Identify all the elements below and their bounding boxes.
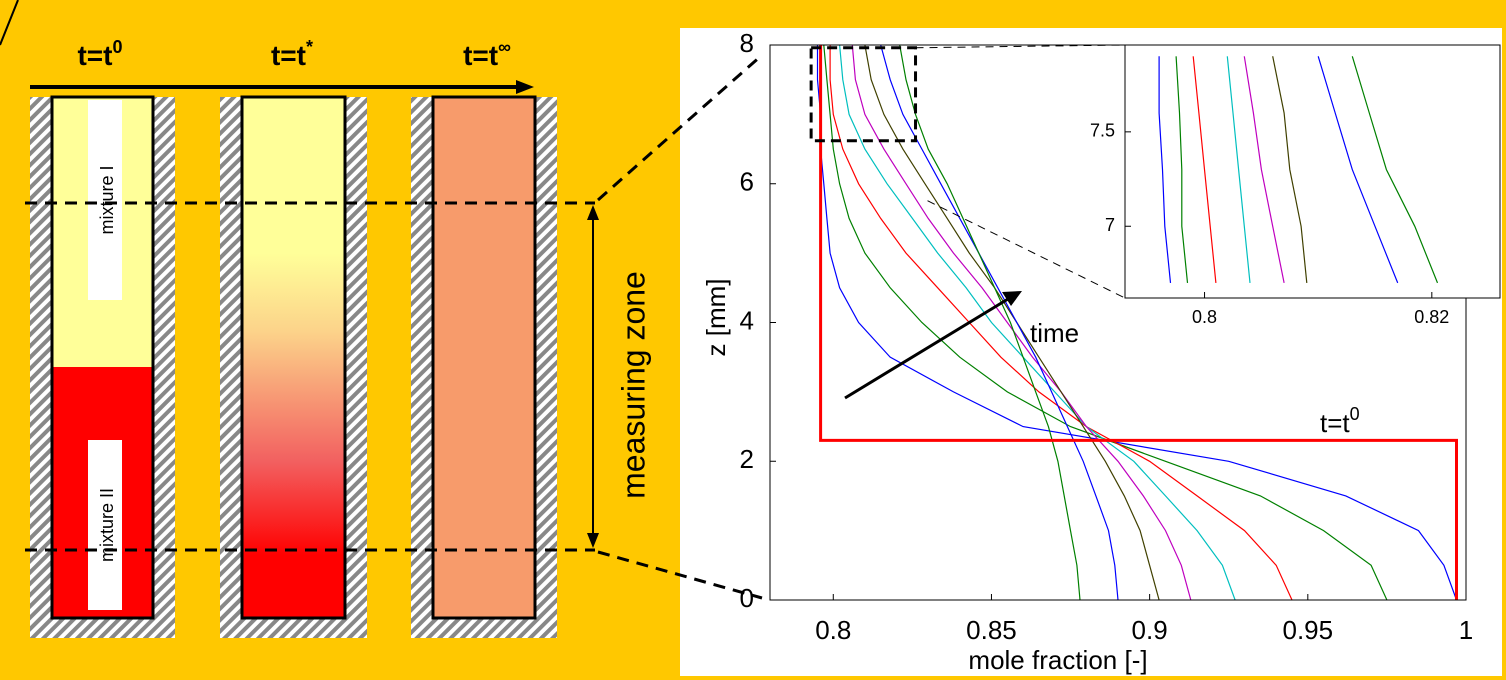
series-line — [1243, 56, 1285, 284]
plot-area — [1158, 56, 1439, 284]
arrow-head — [587, 205, 599, 220]
mixture-label: mixture I — [97, 165, 117, 234]
x-tick-label: 0.8 — [1192, 307, 1217, 327]
series-line — [1272, 56, 1308, 283]
tube — [431, 95, 537, 620]
arrow-label: time — [1030, 318, 1079, 348]
y-tick-label: 4 — [740, 305, 754, 335]
y-tick-label: 7 — [1105, 215, 1115, 235]
arrow-head — [1002, 291, 1022, 306]
x-tick-label: 0.85 — [966, 615, 1017, 645]
series-line — [819, 45, 1458, 600]
tubes: mixture I mixture II — [30, 95, 557, 638]
series-line — [1351, 56, 1439, 284]
y-tick-label: 8 — [740, 28, 754, 58]
column-label: t=t* — [271, 37, 313, 72]
y-tick-label: 6 — [740, 167, 754, 197]
column-label: t=t∞ — [463, 37, 511, 72]
time-arrow — [844, 297, 1009, 400]
x-tick-label: 0.8 — [815, 615, 851, 645]
zoom-connector — [927, 200, 1126, 299]
series-line — [1158, 56, 1172, 283]
series-line — [1226, 56, 1251, 283]
x-tick-label: 0.82 — [1414, 307, 1449, 327]
y-axis-label: z [mm] — [701, 279, 731, 357]
series-line — [899, 45, 1081, 600]
label-box — [88, 100, 122, 300]
zoom-connector — [915, 44, 1126, 49]
edge-line — [0, 0, 19, 46]
zoom-box — [809, 46, 918, 143]
series-line — [839, 45, 1236, 600]
axes-frame — [1124, 44, 1501, 299]
x-tick-label: 1 — [1459, 615, 1473, 645]
series-line — [1317, 56, 1399, 284]
y-tick-label: 7.5 — [1090, 121, 1115, 141]
series-line — [1175, 56, 1189, 283]
zone-label: measuring zone — [615, 271, 651, 499]
tube — [240, 95, 347, 620]
y-tick-label: 2 — [740, 444, 754, 474]
label-box — [88, 440, 122, 610]
x-tick-label: 0.9 — [1132, 615, 1168, 645]
mixture-label: mixture II — [97, 488, 117, 562]
step-label-sup: 0 — [1350, 404, 1360, 424]
column-label: t=t0 — [77, 37, 122, 72]
x-axis-label: mole fraction [-] — [968, 645, 1147, 675]
arrow-head — [587, 533, 599, 548]
arrow-head — [516, 80, 534, 94]
x-tick-label: 0.95 — [1283, 615, 1334, 645]
y-tick-label: 0 — [740, 583, 754, 613]
tube — [50, 95, 155, 620]
step-label: t=t0 — [1320, 404, 1360, 438]
series-line — [823, 45, 1388, 600]
series-line — [851, 45, 1192, 600]
series-line — [1192, 56, 1217, 283]
step-label-text: t=t — [1320, 408, 1350, 438]
zone-lines — [25, 53, 763, 600]
inset-background — [1125, 45, 1500, 298]
